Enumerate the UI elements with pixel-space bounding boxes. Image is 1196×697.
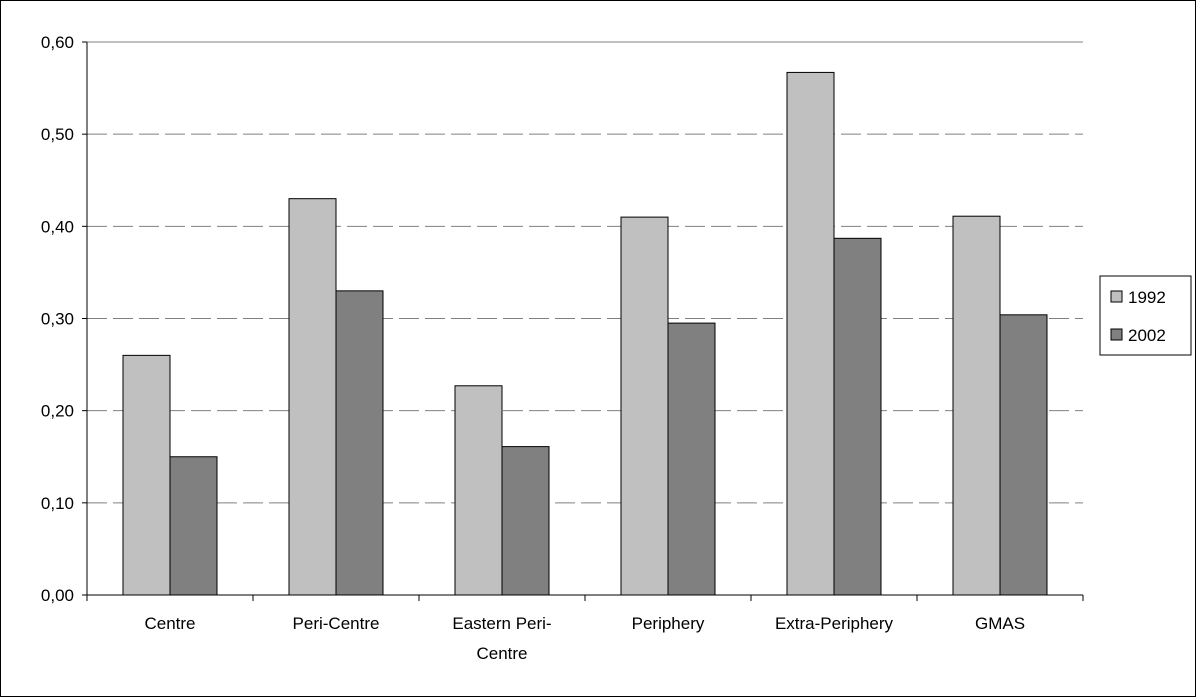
y-tick-label: 0,40 <box>41 217 74 236</box>
y-tick-label: 0,10 <box>41 494 74 513</box>
legend-label: 2002 <box>1128 326 1166 345</box>
category-label: Eastern Peri-Centre <box>452 614 551 663</box>
y-tick-label: 0,00 <box>41 586 74 605</box>
category-labels: Centre Peri-Centre Eastern Peri-Centre Peri… <box>144 614 1025 663</box>
bar-1992 <box>122 354 171 596</box>
bars <box>122 71 1048 596</box>
y-tick-labels: 0,00 0,10 0,20 0,30 0,40 0,50 0,60 <box>41 33 74 605</box>
category-label: Periphery <box>632 614 705 633</box>
category-label: Peri-Centre <box>293 614 380 633</box>
category-label: GMAS <box>975 614 1025 633</box>
y-tick-label: 0,30 <box>41 310 74 329</box>
bar-2002 <box>999 314 1048 596</box>
category-label: Extra-Periphery <box>775 614 894 633</box>
bar-1992 <box>620 216 669 596</box>
legend-box <box>1099 275 1192 356</box>
category-label: Centre <box>144 614 195 633</box>
legend: 1992 2002 <box>1099 275 1192 356</box>
bar-1992 <box>288 198 337 596</box>
bar-2002 <box>169 456 218 596</box>
bar-2002 <box>335 290 384 596</box>
y-tick-label: 0,50 <box>41 125 74 144</box>
grid-lines <box>87 41 1083 504</box>
bar-1992 <box>454 385 503 596</box>
y-tick-label: 0,20 <box>41 402 74 421</box>
y-tick-label: 0,60 <box>41 33 74 52</box>
legend-swatch <box>1110 328 1123 341</box>
bar-2002 <box>833 237 882 596</box>
legend-swatch <box>1110 290 1123 303</box>
axes <box>82 41 1084 601</box>
bar-2002 <box>667 322 716 596</box>
legend-label: 1992 <box>1128 288 1166 307</box>
bar-1992 <box>786 71 835 596</box>
bar-1992 <box>952 215 1001 596</box>
bar-2002 <box>501 446 550 596</box>
